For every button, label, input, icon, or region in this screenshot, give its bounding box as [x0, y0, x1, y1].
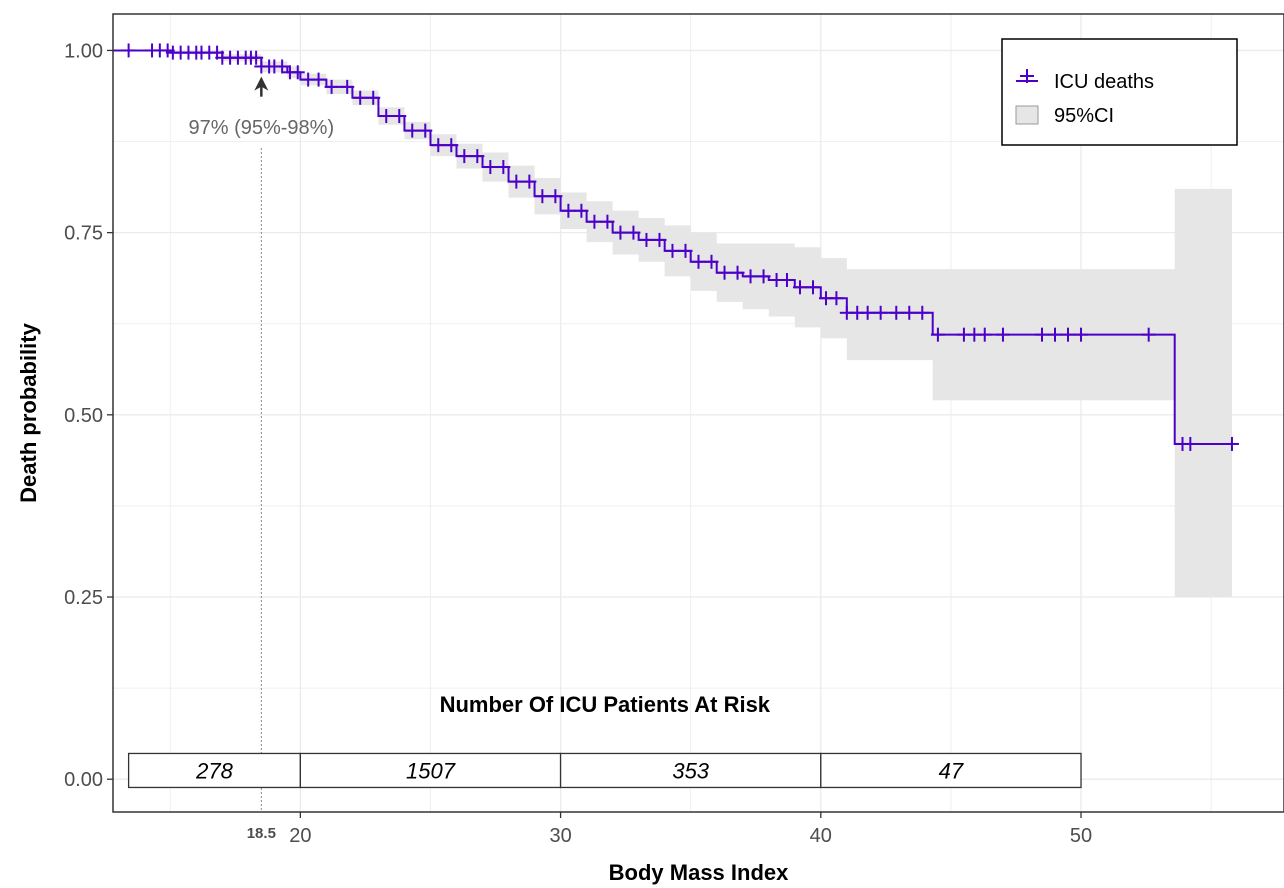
censor-mark: [717, 265, 732, 280]
censor-mark: [431, 138, 446, 153]
x-tick-label: 50: [1070, 825, 1092, 847]
legend-box: [1001, 38, 1238, 146]
censor-mark: [873, 305, 888, 320]
legend: ICU deaths 95%CI: [1001, 38, 1238, 146]
censor-mark: [995, 327, 1010, 342]
axes: 0.00 0.25 0.50 0.75 1.00 20 30 40 50 Body Mass In…: [16, 40, 1092, 885]
risk-value: 278: [195, 758, 233, 783]
censor-mark: [457, 149, 472, 164]
censor-mark: [290, 65, 305, 80]
legend-key-icu-deaths: [1016, 69, 1038, 83]
censor-mark: [483, 160, 498, 175]
censor-mark: [379, 109, 394, 124]
censor-mark: [792, 280, 807, 295]
censor-mark: [249, 50, 264, 65]
censor-mark: [1183, 436, 1198, 451]
legend-key-95ci: [1015, 105, 1039, 125]
censor-mark: [509, 174, 524, 189]
censor-mark: [829, 291, 844, 306]
censor-mark: [121, 43, 136, 58]
censor-mark: [1061, 327, 1076, 342]
censor-mark: [860, 305, 875, 320]
reference-label: 18.5: [247, 825, 276, 842]
censor-mark: [1048, 327, 1063, 342]
confidence-band: [113, 50, 1232, 598]
risk-cell: [299, 752, 562, 789]
censor-mark: [275, 59, 290, 74]
censor-mark: [704, 254, 719, 269]
censor-mark: [444, 138, 459, 153]
censor-mark: [392, 109, 407, 124]
x-tick-label: 20: [289, 825, 311, 847]
censor-mark: [353, 90, 368, 105]
x-tick-label: 30: [549, 825, 571, 847]
y-axis-title: Death probability: [16, 322, 41, 502]
estimate-label: 97% (95%-98%): [189, 117, 335, 139]
censor-mark: [1141, 327, 1156, 342]
y-tick-label: 1.00: [64, 40, 103, 62]
censor-mark: [930, 327, 945, 342]
arrow-head: [254, 76, 269, 91]
censor-mark: [613, 225, 628, 240]
legend-label: 95%CI: [1054, 105, 1114, 127]
x-axis-title: Body Mass Index: [609, 860, 789, 885]
censor-mark: [915, 305, 930, 320]
censor-mark: [574, 203, 589, 218]
censor-mark: [366, 90, 381, 105]
censor-mark: [470, 149, 485, 164]
censor-mark: [889, 305, 904, 320]
censor-mark: [418, 123, 433, 138]
annotations: 97% (95%-98%) 18.5: [189, 76, 335, 842]
censor-mark: [600, 214, 615, 229]
censor-mark: [756, 269, 771, 284]
censor-mark: [405, 123, 420, 138]
risk-table: Number Of ICU Patients At Risk 278 1507 353…: [127, 692, 1082, 789]
censor-mark: [1074, 327, 1089, 342]
censor-mark: [522, 174, 537, 189]
censor-mark: [535, 189, 550, 204]
risk-cell: [559, 752, 822, 789]
censor-mark: [779, 273, 794, 287]
y-tick-label: 0.00: [64, 769, 103, 791]
censor-mark: [652, 232, 667, 247]
panel-border: [112, 13, 1284, 813]
censor-mark: [548, 189, 563, 204]
censor-mark: [639, 232, 654, 247]
risk-value: 353: [672, 758, 709, 783]
x-tick-label: 40: [810, 825, 832, 847]
censor-marks: [121, 43, 1239, 451]
censor-mark: [805, 280, 820, 295]
censor-mark: [691, 254, 706, 269]
censor-mark: [730, 265, 745, 280]
risk-table-title: Number Of ICU Patients At Risk: [440, 692, 771, 717]
censor-mark: [665, 243, 680, 258]
censor-mark: [678, 243, 693, 258]
censor-mark: [743, 269, 758, 284]
censor-mark: [1034, 327, 1049, 342]
censor-mark: [561, 203, 576, 218]
censor-mark: [340, 79, 355, 94]
censor-mark: [1224, 436, 1239, 451]
ci-band: [113, 50, 1232, 598]
censor-mark: [977, 327, 992, 342]
censor-mark: [311, 72, 326, 87]
y-tick-label: 0.75: [64, 223, 103, 245]
risk-value: 1507: [406, 758, 456, 783]
y-tick-label: 0.50: [64, 405, 103, 427]
censor-mark: [324, 79, 339, 94]
risk-value: 47: [939, 758, 964, 783]
censor-mark: [496, 160, 511, 175]
censor-mark: [626, 225, 641, 240]
legend-label: ICU deaths: [1054, 71, 1154, 93]
censor-mark: [587, 214, 602, 229]
risk-cell: [820, 752, 1082, 789]
censor-mark: [902, 305, 917, 320]
y-tick-label: 0.25: [64, 587, 103, 609]
